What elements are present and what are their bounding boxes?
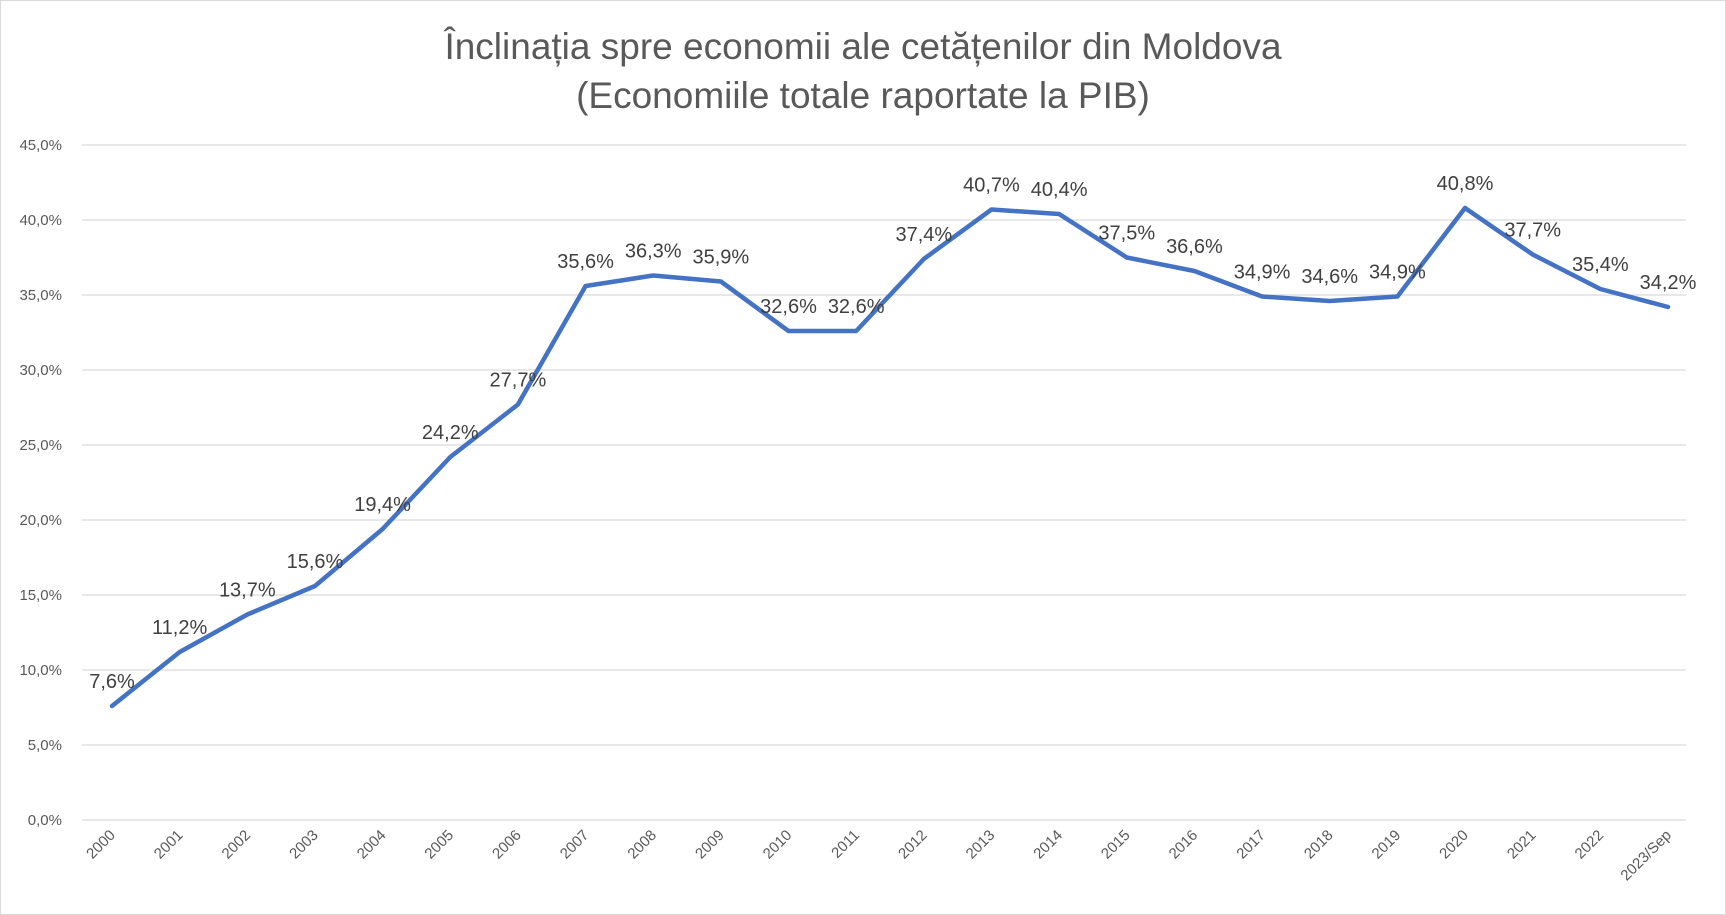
x-tick-label: 2007	[557, 827, 593, 863]
x-tick-label: 2017	[1233, 827, 1269, 863]
x-tick-label: 2020	[1436, 827, 1472, 863]
data-label: 35,6%	[557, 251, 614, 273]
data-label: 13,7%	[219, 580, 276, 602]
y-tick-label: 40,0%	[19, 212, 62, 229]
x-axis-ticks: 2000 2001 2002 2003 2004 2005 2006 2007 2008 2009…	[83, 827, 1675, 884]
x-tick-label: 2003	[286, 827, 322, 863]
y-tick-label: 15,0%	[19, 587, 62, 604]
data-labels: 7,6% 11,2% 13,7% 15,6% 19,4% 24,2% 27,7% 35,6% 3…	[89, 173, 1696, 693]
x-tick-label: 2022	[1572, 827, 1608, 863]
data-label: 36,6%	[1166, 236, 1223, 258]
gridlines	[82, 144, 1686, 821]
data-label: 37,4%	[895, 224, 952, 246]
x-tick-label: 2013	[963, 827, 999, 863]
y-axis-ticks: 0,0% 5,0% 10,0% 15,0% 20,0% 25,0% 30,0% 35,0% 40…	[19, 137, 62, 829]
data-label: 32,6%	[760, 296, 817, 318]
data-label: 40,8%	[1437, 173, 1494, 195]
data-label: 24,2%	[422, 422, 479, 444]
data-label: 32,6%	[828, 296, 885, 318]
x-tick-label: 2015	[1098, 827, 1134, 863]
y-tick-label: 25,0%	[19, 437, 62, 454]
x-tick-label: 2009	[692, 827, 728, 863]
y-tick-label: 35,0%	[19, 287, 62, 304]
data-label: 40,7%	[963, 175, 1020, 197]
data-label: 37,7%	[1504, 220, 1561, 242]
x-tick-label: 2018	[1301, 827, 1337, 863]
y-tick-label: 5,0%	[28, 737, 62, 754]
data-label: 19,4%	[354, 494, 411, 516]
series-line	[109, 205, 1671, 709]
x-tick-label: 2010	[760, 827, 796, 863]
data-label: 11,2%	[152, 617, 207, 639]
x-tick-label: 2002	[219, 827, 255, 863]
series-line-group	[109, 205, 1671, 709]
x-tick-label: 2016	[1166, 827, 1202, 863]
chart-title-block: Înclinația spre economii ale cetățenilor…	[0, 22, 1726, 120]
x-tick-label: 2008	[624, 827, 660, 863]
data-label: 37,5%	[1098, 223, 1155, 245]
y-tick-label: 30,0%	[19, 362, 62, 379]
x-tick-label: 2021	[1504, 827, 1540, 863]
x-tick-label: 2006	[489, 827, 525, 863]
chart-subtitle: (Economiile totale raportate la PIB)	[576, 75, 1150, 116]
x-tick-label: 2014	[1030, 827, 1066, 863]
x-tick-label: 2012	[895, 827, 931, 863]
x-tick-label: 2019	[1369, 827, 1405, 863]
data-label: 35,4%	[1572, 254, 1629, 276]
x-tick-label: 2023/Sep	[1617, 827, 1674, 884]
data-label: 15,6%	[287, 551, 344, 573]
x-tick-label: 2011	[828, 827, 863, 862]
data-label: 34,9%	[1369, 262, 1426, 284]
data-label: 34,6%	[1301, 266, 1358, 288]
data-label: 34,9%	[1234, 262, 1291, 284]
x-tick-label: 2004	[354, 827, 390, 863]
x-tick-label: 2000	[83, 827, 119, 863]
data-label: 36,3%	[625, 241, 682, 263]
x-tick-label: 2005	[421, 827, 457, 863]
y-tick-label: 0,0%	[28, 812, 62, 829]
data-label: 40,4%	[1031, 179, 1088, 201]
data-label: 7,6%	[89, 671, 135, 693]
y-tick-label: 20,0%	[19, 512, 62, 529]
x-tick-label: 2001	[151, 827, 187, 863]
data-label: 27,7%	[490, 370, 547, 392]
data-label: 35,9%	[693, 247, 750, 269]
data-label: 34,2%	[1640, 272, 1697, 294]
y-tick-label: 10,0%	[19, 662, 62, 679]
chart-title: Înclinația spre economii ale cetățenilor…	[444, 26, 1282, 67]
y-tick-label: 45,0%	[19, 137, 62, 154]
